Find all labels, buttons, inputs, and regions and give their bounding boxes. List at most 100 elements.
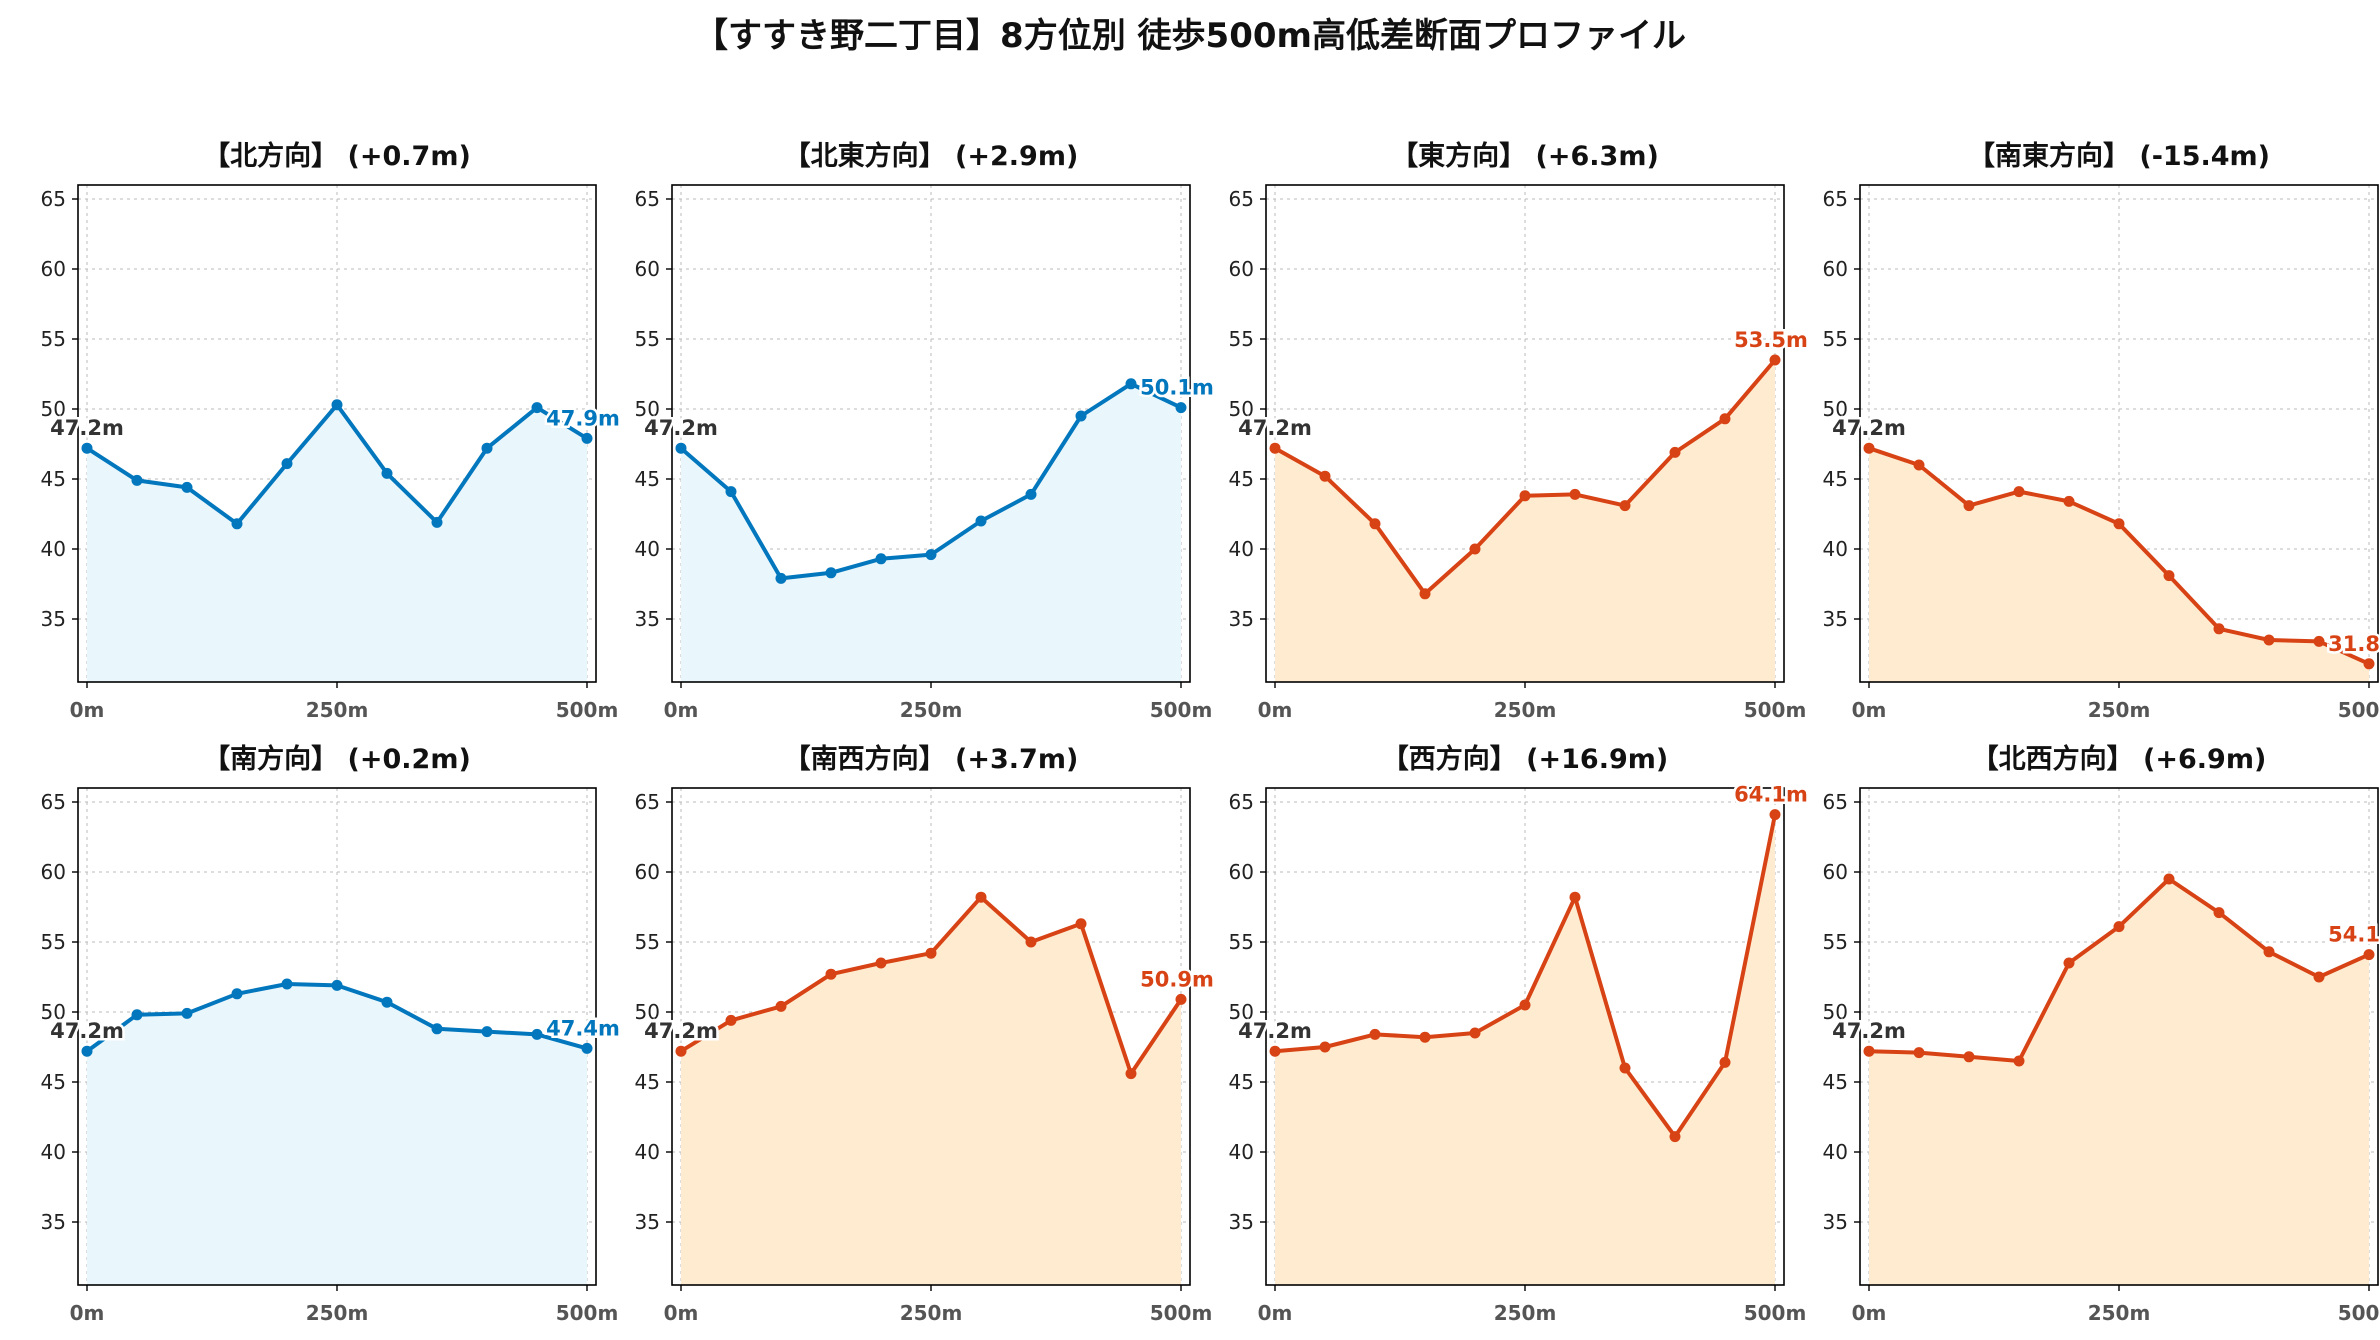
data-point [2313,635,2325,647]
data-point [581,432,593,444]
data-point [2363,949,2375,961]
end-value-label: 50.9m [1140,967,1214,991]
data-point [2063,957,2075,969]
data-point [1963,1051,1975,1063]
area-fill [681,897,1181,1285]
data-point [1075,918,1087,930]
y-tick-label: 35 [1229,607,1254,631]
y-tick-label: 35 [41,1210,66,1234]
data-point [431,1023,443,1035]
end-value-label: 47.9m [546,406,620,430]
data-point [1569,891,1581,903]
data-point [131,474,143,486]
y-tick-label: 60 [41,257,66,281]
area-fill [87,984,587,1285]
y-tick-label: 40 [1823,1140,1848,1164]
end-value-label: 50.1m [1140,376,1214,400]
y-tick-label: 35 [1823,1210,1848,1234]
chart-panel-4: 【南方向】 (+0.2m) 35 40 45 50 55 60 65 0m 250m 500m 47.… [41,743,623,1325]
area-fill [1275,360,1775,682]
x-tick-label: 250m [1494,698,1557,722]
data-point [2263,946,2275,958]
chart-panel-5: 【南西方向】 (+3.7m) 35 40 45 50 55 60 65 0m 250m 500m 47… [635,743,1217,1325]
y-tick-label: 40 [1229,537,1254,561]
y-tick-label: 55 [41,327,66,351]
area-fill [1869,879,2369,1285]
start-value-label: 47.2m [1238,1019,1312,1043]
data-point [825,968,837,980]
data-point [531,402,543,414]
data-point [725,486,737,498]
data-point [481,1026,493,1038]
data-point [1125,1068,1137,1080]
data-point [1669,1131,1681,1143]
y-tick-label: 45 [41,467,66,491]
data-point [1419,588,1431,600]
y-tick-label: 60 [1229,860,1254,884]
y-tick-label: 55 [1229,930,1254,954]
chart-panel-3: 【南東方向】 (-15.4m) 35 40 45 50 55 60 65 0m 250m 500m 4… [1823,140,2380,722]
chart-title: 【南西方向】 (+3.7m) [784,743,1079,775]
y-tick-label: 50 [41,397,66,421]
y-tick-label: 60 [1823,860,1848,884]
y-tick-label: 55 [1229,327,1254,351]
y-tick-label: 60 [635,860,660,884]
y-tick-label: 35 [1823,607,1848,631]
end-value-label: 31.8m [2328,632,2380,656]
data-point [2163,873,2175,885]
data-point [1863,442,1875,454]
y-tick-label: 65 [1229,187,1254,211]
data-point [925,947,937,959]
area-fill [1869,448,2369,682]
data-point [1419,1031,1431,1043]
y-tick-label: 50 [41,1000,66,1024]
chart-title: 【東方向】 (+6.3m) [1391,140,1659,172]
y-tick-label: 55 [1823,930,1848,954]
y-tick-label: 40 [41,1140,66,1164]
start-value-label: 47.2m [644,1019,718,1043]
chart-title: 【北西方向】 (+6.9m) [1972,743,2267,775]
data-point [875,957,887,969]
data-point [281,458,293,470]
y-tick-label: 55 [41,930,66,954]
y-tick-label: 35 [635,607,660,631]
data-point [2263,634,2275,646]
y-tick-label: 35 [41,607,66,631]
x-tick-label: 250m [306,1301,369,1325]
data-point [675,1045,687,1057]
y-tick-label: 55 [1823,327,1848,351]
x-tick-label: 500m [1744,1301,1807,1325]
start-value-label: 47.2m [50,1019,124,1043]
data-point [81,442,93,454]
x-tick-label: 0m [70,1301,105,1325]
x-tick-label: 500m [2338,698,2380,722]
data-point [1319,470,1331,482]
start-value-label: 47.2m [1832,416,1906,440]
x-tick-label: 500m [556,698,619,722]
data-point [1025,936,1037,948]
data-point [925,549,937,561]
y-tick-label: 40 [1229,1140,1254,1164]
data-point [1769,354,1781,366]
x-tick-label: 500m [556,1301,619,1325]
start-value-label: 47.2m [1238,416,1312,440]
y-tick-label: 55 [635,327,660,351]
data-point [581,1042,593,1054]
data-point [2063,495,2075,507]
y-tick-label: 50 [1229,397,1254,421]
data-point [1669,446,1681,458]
data-point [675,442,687,454]
data-point [131,1009,143,1021]
data-point [975,515,987,527]
data-point [531,1028,543,1040]
x-tick-label: 250m [2088,698,2151,722]
data-point [181,481,193,493]
y-tick-label: 35 [1229,1210,1254,1234]
y-tick-label: 45 [635,1070,660,1094]
data-point [1075,410,1087,422]
y-tick-label: 50 [1229,1000,1254,1024]
data-point [1175,993,1187,1005]
chart-panel-0: 【北方向】 (+0.7m) 35 40 45 50 55 60 65 0m 250m 500m 47.… [41,140,623,722]
x-tick-label: 0m [1258,1301,1293,1325]
x-tick-label: 250m [306,698,369,722]
